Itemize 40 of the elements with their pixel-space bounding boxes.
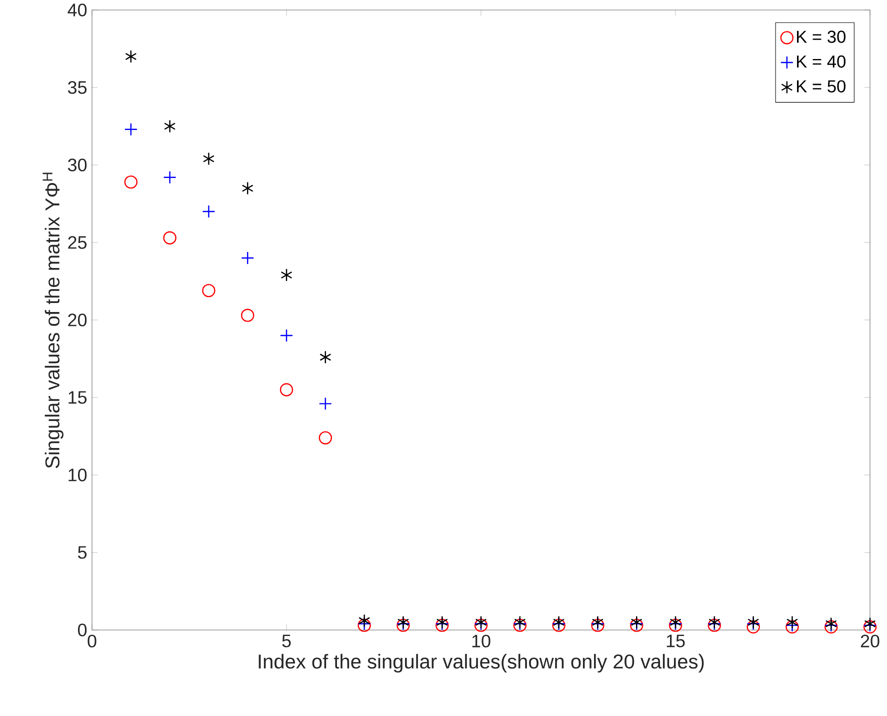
y-tick-label: 40 xyxy=(68,4,87,16)
point xyxy=(280,383,294,396)
y-tick-label: 20 xyxy=(68,314,87,326)
point xyxy=(202,204,216,218)
point xyxy=(318,431,332,444)
point xyxy=(202,284,216,298)
x-tick-label: 15 xyxy=(666,634,685,648)
point xyxy=(241,308,254,322)
point xyxy=(318,397,332,410)
y-tick-label: 15 xyxy=(68,391,87,404)
point xyxy=(786,616,798,629)
point xyxy=(163,231,176,244)
y-tick-label: 25 xyxy=(68,236,87,249)
x-tick-label: 5 xyxy=(282,634,291,648)
point xyxy=(124,175,138,189)
point xyxy=(358,614,370,628)
y-tick-label: 30 xyxy=(68,158,87,172)
x-tick-label: 20 xyxy=(860,634,880,648)
x-tick-label: 0 xyxy=(88,634,96,648)
legend-label: K = 50 xyxy=(797,80,846,92)
point xyxy=(746,620,760,634)
legend-label: K = 40 xyxy=(797,55,846,68)
x-axis-title: Index of the singular values(shown only 20 values) xyxy=(258,654,704,673)
point xyxy=(164,120,176,133)
point xyxy=(320,350,332,364)
legend-label: K = 30 xyxy=(797,30,846,43)
y-tick-label: 10 xyxy=(68,468,87,482)
point xyxy=(242,182,254,195)
point xyxy=(280,328,294,342)
y-axis-title: Singular values of the matrix YΦ$^{H}$ xyxy=(42,172,64,468)
y-tick-label: 35 xyxy=(68,81,87,94)
y-tick-label: 5 xyxy=(78,546,87,559)
point xyxy=(202,152,215,166)
y-tick-label: 0 xyxy=(78,624,87,636)
point xyxy=(280,268,292,282)
x-tick-label: 10 xyxy=(472,634,490,648)
point xyxy=(125,50,137,64)
point xyxy=(163,170,176,184)
point xyxy=(241,251,254,265)
point xyxy=(124,122,138,136)
